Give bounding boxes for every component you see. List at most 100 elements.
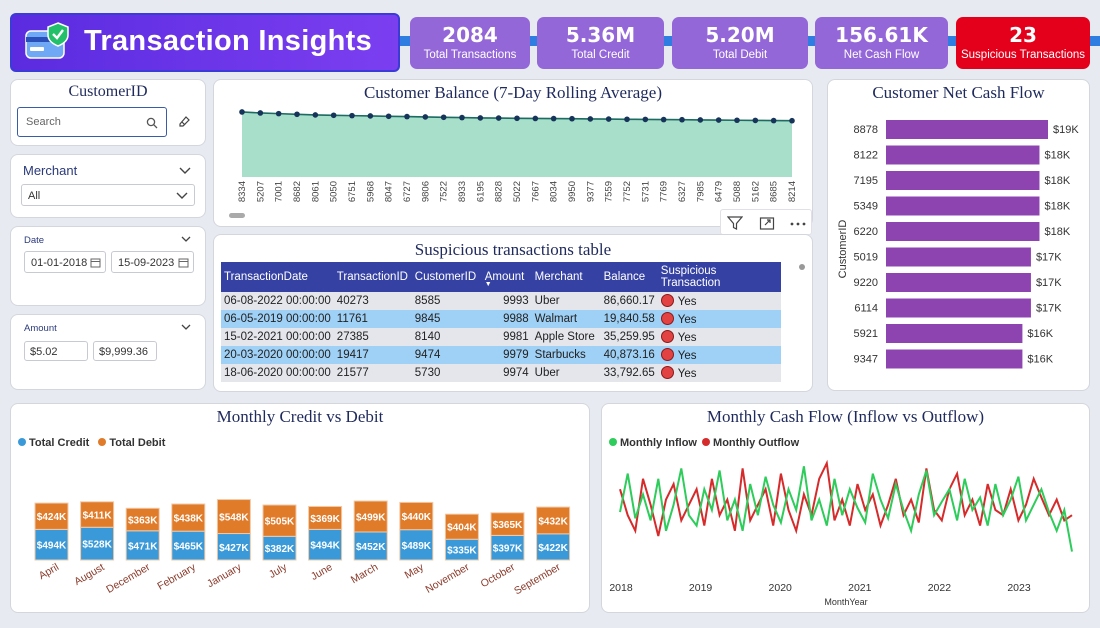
year-tick-label: 2018 <box>609 582 633 594</box>
table-title: Suspicious transactions table <box>414 240 612 259</box>
table-cell: Yes <box>657 310 781 328</box>
balance-point <box>642 116 649 123</box>
debit-value-label: $499K <box>356 513 386 524</box>
cell-text: Uber <box>534 367 560 379</box>
credit-value-label: $422K <box>538 543 568 554</box>
balance-point <box>459 114 465 121</box>
kpi-value: 23 <box>1009 23 1037 47</box>
merchant-slicer-title: Merchant <box>23 163 78 178</box>
balance-tick-label: 5731 <box>640 181 651 202</box>
debit-bar <box>444 513 479 540</box>
balance-tick-label: 8828 <box>494 181 505 202</box>
cell-text: 9993 <box>503 295 529 307</box>
customer-slicer-title: CustomerID <box>68 83 148 100</box>
netcash-bar <box>886 222 1040 241</box>
cell-text: 40273 <box>336 295 369 307</box>
alert-dot-icon <box>660 294 674 307</box>
kpi-value: 156.61K <box>835 23 928 47</box>
col-header-transactionid[interactable]: TransactionID <box>333 262 412 292</box>
table-cell: 5730 <box>411 364 482 382</box>
chevron-up-icon[interactable] <box>179 167 191 175</box>
table-cell: 9993 <box>481 292 532 310</box>
col-header-date[interactable]: TransactionDate <box>221 262 334 292</box>
credit-value-label: $528K <box>82 540 112 551</box>
balance-tick-label: 8061 <box>310 181 321 202</box>
sort-desc-icon: ▼ <box>484 281 492 288</box>
table-row[interactable]: 18-06-2020 00:00:00 21577 5730 9974 Uber 33,7… <box>221 364 781 382</box>
netcash-bar <box>886 349 1023 369</box>
chevron-down-icon <box>176 192 188 199</box>
cell-text: Yes <box>677 368 697 380</box>
focus-mode-icon[interactable] <box>759 215 775 231</box>
debit-value-label: $424K <box>37 512 67 523</box>
amount-min-value: $5.02 <box>30 346 58 358</box>
more-options-icon[interactable] <box>789 215 807 231</box>
customer-search-input[interactable]: Search <box>17 107 167 137</box>
amount-max-value: $9,999.36 <box>99 346 148 358</box>
filter-icon[interactable] <box>727 215 743 231</box>
balance-point <box>422 114 429 120</box>
col-header-balance[interactable]: Balance <box>600 262 658 292</box>
debit-bar <box>80 501 115 528</box>
alert-dot-icon <box>660 348 674 361</box>
alert-dot-icon <box>660 312 674 325</box>
debit-bar <box>308 505 343 530</box>
horizontal-scrollbar[interactable] <box>229 213 245 218</box>
col-header-customerid[interactable]: CustomerID <box>411 262 482 292</box>
cell-text: 5730 <box>414 367 441 379</box>
balance-chart: 8334 5207 7001 8682 8061 5050 6751 5968 8047 6727… <box>237 109 798 202</box>
col-header-amount[interactable]: Amount ▼ <box>481 262 532 292</box>
cashflow-axis-label: MonthYear <box>824 597 867 607</box>
month-tick-label: September <box>512 561 563 597</box>
table-row[interactable]: 15-02-2021 00:00:00 27385 8140 9981 Apple St… <box>221 328 781 346</box>
chevron-down-icon[interactable] <box>181 236 191 243</box>
kpi-value: 2084 <box>442 23 498 47</box>
amount-max-input[interactable]: $9,999.36 <box>93 341 157 361</box>
table-cell: 06-05-2019 00:00:00 <box>221 310 334 328</box>
netcash-category-label: 5349 <box>854 201 878 213</box>
table-cell: 8140 <box>411 328 482 346</box>
cell-text: 9974 <box>503 367 529 379</box>
start-date-input[interactable]: 01-01-2018 <box>24 251 106 273</box>
table-row[interactable]: 06-05-2019 00:00:00 11761 9845 9988 Walmart 1… <box>221 310 781 328</box>
credit-value-label: $335K <box>447 546 477 557</box>
cashflow-chart-title: Monthly Cash Flow (Inflow vs Outflow) <box>706 407 985 426</box>
credit-bar <box>125 530 160 561</box>
vertical-scrollbar[interactable] <box>799 264 805 270</box>
year-tick-label: 2021 <box>848 582 872 594</box>
eraser-icon[interactable] <box>177 114 191 128</box>
netcash-bar <box>886 120 1048 139</box>
balance-point <box>367 113 374 119</box>
netcash-value-label: $18K <box>1044 201 1070 213</box>
kpi-total-debit: 5.20M Total Debit <box>672 17 808 69</box>
kpi-label: Total Credit <box>571 49 630 61</box>
col-header-suspicious[interactable]: Suspicious Transaction <box>657 262 781 292</box>
table-row[interactable]: 06-08-2022 00:00:00 40273 8585 9993 Uber 86,6… <box>221 292 781 310</box>
cell-text: 33,792.65 <box>603 367 655 379</box>
end-date-input[interactable]: 15-09-2023 <box>111 251 194 273</box>
col-header-merchant[interactable]: Merchant <box>531 262 601 292</box>
legend-debit-swatch <box>98 438 107 446</box>
debit-bar <box>353 500 388 533</box>
cell-text: 18-06-2020 00:00:00 <box>224 367 331 379</box>
table-row[interactable]: 20-03-2020 00:00:00 19417 9474 9979 Starbuck… <box>221 346 781 364</box>
suspicious-transactions-table: TransactionDate TransactionID CustomerID… <box>221 262 781 382</box>
month-tick-label: July <box>267 561 290 581</box>
balance-point <box>477 115 484 121</box>
year-tick-label: 2023 <box>1007 582 1031 594</box>
cell-text: 11761 <box>336 313 368 325</box>
netcash-value-label: $17K <box>1036 277 1062 289</box>
chevron-down-icon[interactable] <box>181 324 191 331</box>
balance-point <box>440 114 447 121</box>
debit-bar <box>536 506 571 535</box>
month-tick-label: October <box>479 561 518 590</box>
merchant-dropdown[interactable]: All <box>21 184 195 206</box>
balance-tick-label: 5162 <box>750 181 761 202</box>
netcash-bar <box>886 324 1023 343</box>
amount-min-input[interactable]: $5.02 <box>24 341 88 361</box>
table-cell: 20-03-2020 00:00:00 <box>221 346 334 364</box>
balance-tick-label: 8214 <box>787 181 798 202</box>
table-viewport: TransactionDate TransactionID CustomerID… <box>221 262 801 391</box>
table-cell: 19417 <box>333 346 412 364</box>
suspicious-table-card: Suspicious transactions table Transactio… <box>213 234 813 392</box>
